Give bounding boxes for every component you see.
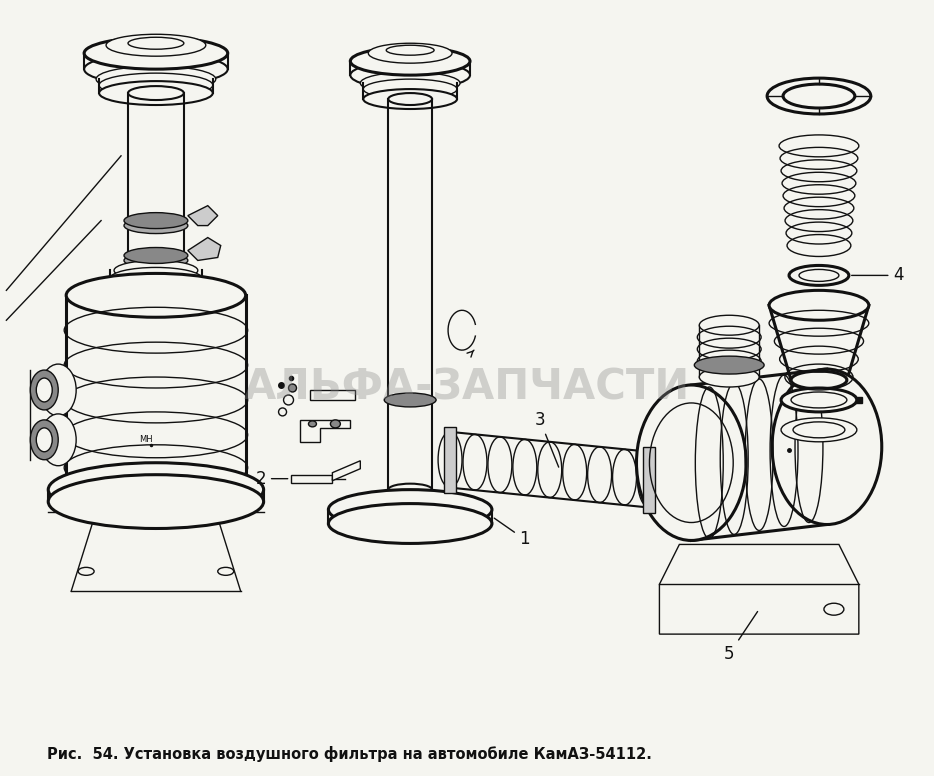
- Ellipse shape: [128, 258, 184, 272]
- Ellipse shape: [36, 428, 52, 452]
- Ellipse shape: [96, 66, 216, 92]
- Bar: [444, 427, 456, 493]
- Ellipse shape: [84, 37, 228, 69]
- Ellipse shape: [30, 370, 58, 410]
- Ellipse shape: [106, 34, 205, 56]
- Ellipse shape: [361, 72, 460, 94]
- Ellipse shape: [363, 89, 457, 109]
- Polygon shape: [333, 461, 361, 480]
- Polygon shape: [310, 390, 355, 400]
- Ellipse shape: [99, 81, 213, 105]
- Ellipse shape: [124, 213, 188, 229]
- Ellipse shape: [329, 490, 492, 529]
- Ellipse shape: [331, 420, 340, 428]
- Ellipse shape: [694, 356, 764, 374]
- Ellipse shape: [114, 261, 198, 280]
- Text: АЛЬФА-ЗАПЧАСТИ: АЛЬФА-ЗАПЧАСТИ: [244, 367, 690, 409]
- Text: 1: 1: [494, 518, 531, 549]
- Ellipse shape: [284, 395, 293, 405]
- Ellipse shape: [30, 420, 58, 459]
- Ellipse shape: [308, 421, 317, 427]
- Ellipse shape: [350, 47, 470, 75]
- Ellipse shape: [700, 315, 759, 335]
- Polygon shape: [188, 237, 220, 261]
- Ellipse shape: [110, 275, 202, 296]
- Text: 2: 2: [255, 469, 288, 487]
- Bar: [644, 447, 656, 513]
- Ellipse shape: [350, 61, 470, 89]
- Ellipse shape: [791, 371, 847, 389]
- Ellipse shape: [793, 422, 845, 438]
- Ellipse shape: [769, 290, 869, 320]
- Ellipse shape: [781, 388, 856, 412]
- Ellipse shape: [700, 367, 759, 387]
- Ellipse shape: [389, 93, 432, 105]
- Ellipse shape: [789, 265, 849, 286]
- Ellipse shape: [110, 268, 202, 289]
- Ellipse shape: [387, 45, 434, 55]
- Ellipse shape: [128, 86, 184, 100]
- Ellipse shape: [218, 567, 234, 575]
- Ellipse shape: [66, 273, 246, 317]
- Ellipse shape: [767, 78, 870, 114]
- Ellipse shape: [49, 475, 263, 528]
- Ellipse shape: [636, 385, 746, 540]
- Ellipse shape: [781, 418, 856, 442]
- Ellipse shape: [99, 73, 213, 97]
- Polygon shape: [188, 206, 218, 226]
- Text: 5: 5: [724, 611, 757, 663]
- Ellipse shape: [289, 384, 296, 392]
- Ellipse shape: [384, 393, 436, 407]
- Ellipse shape: [40, 414, 77, 466]
- Ellipse shape: [278, 408, 287, 416]
- Polygon shape: [659, 545, 859, 634]
- Ellipse shape: [824, 603, 844, 615]
- Ellipse shape: [128, 37, 184, 49]
- Ellipse shape: [363, 79, 457, 99]
- Text: 4: 4: [852, 266, 904, 285]
- Ellipse shape: [783, 84, 855, 108]
- Polygon shape: [290, 475, 333, 483]
- Polygon shape: [301, 420, 350, 442]
- Ellipse shape: [124, 252, 188, 268]
- Ellipse shape: [389, 483, 432, 496]
- Ellipse shape: [799, 269, 839, 282]
- Ellipse shape: [124, 248, 188, 263]
- Ellipse shape: [772, 369, 882, 525]
- Ellipse shape: [40, 364, 77, 416]
- Text: 3: 3: [534, 411, 559, 467]
- Text: Рис.  54. Установка воздушного фильтра на автомобиле КамАЗ-54112.: Рис. 54. Установка воздушного фильтра на…: [47, 746, 652, 762]
- Ellipse shape: [84, 54, 228, 85]
- Ellipse shape: [124, 217, 188, 234]
- Ellipse shape: [36, 378, 52, 402]
- Text: МН: МН: [139, 435, 153, 445]
- Ellipse shape: [791, 392, 847, 408]
- Ellipse shape: [329, 504, 492, 543]
- Ellipse shape: [49, 462, 263, 517]
- Ellipse shape: [78, 567, 94, 575]
- Ellipse shape: [368, 43, 452, 63]
